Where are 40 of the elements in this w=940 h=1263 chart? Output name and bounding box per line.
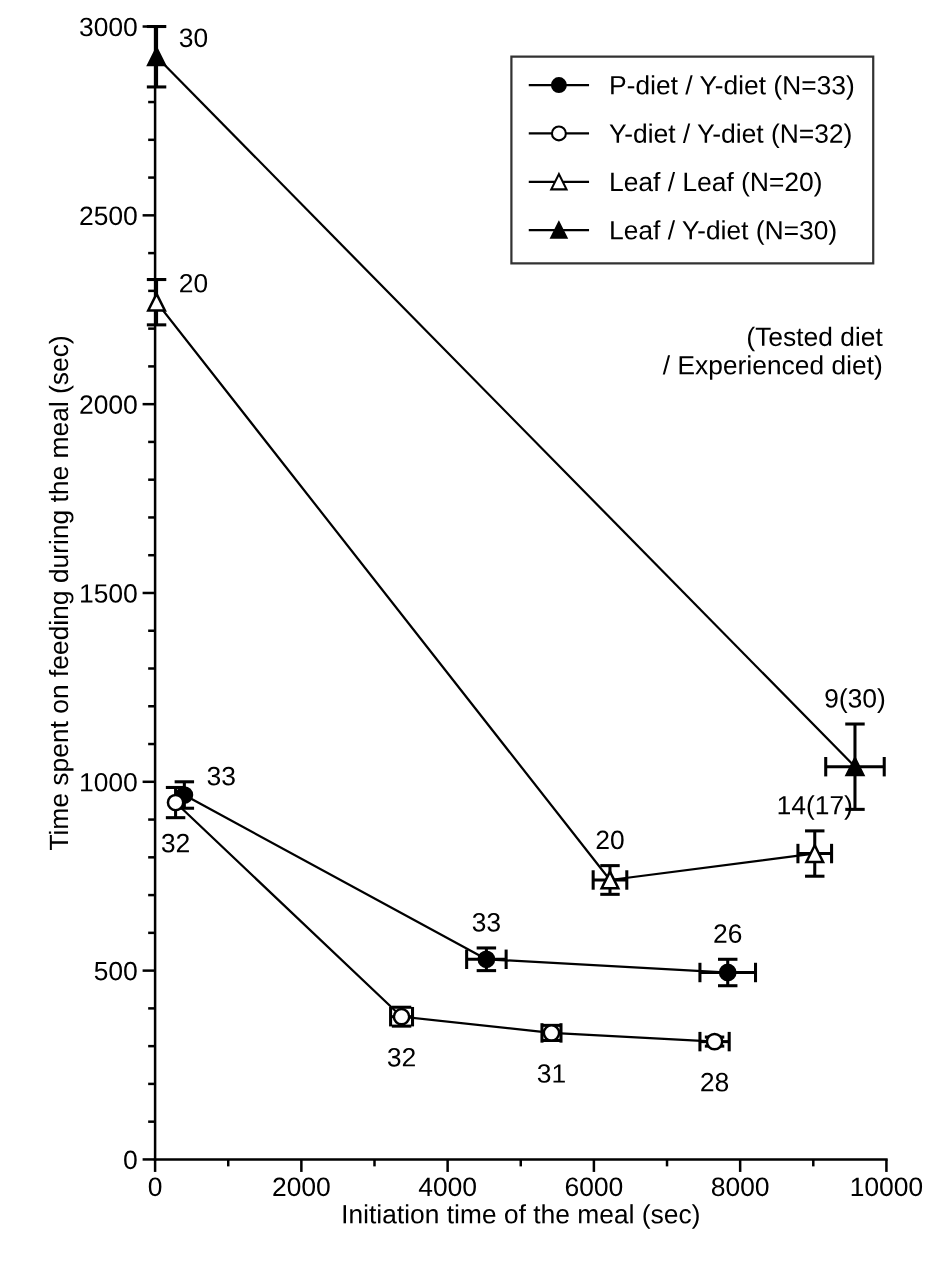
point <box>146 292 167 312</box>
point <box>146 47 167 67</box>
x-tick-label: 0 <box>148 1177 162 1197</box>
annotation: 30 <box>179 28 208 48</box>
annotation: 14(17) <box>778 795 852 820</box>
annotation: (Tested diet / Experienced diet) <box>662 326 883 380</box>
point <box>166 793 185 812</box>
y-tick-label: 1500 <box>81 584 137 603</box>
y-tick-label: 1000 <box>81 772 137 792</box>
annotation: 20 <box>180 273 208 293</box>
y-tick-label: 2500 <box>80 206 137 226</box>
y-axis-title: Time spent on feeding during the meal (sec) <box>48 336 74 851</box>
y-tick-label: 0 <box>124 1150 137 1170</box>
x-axis-title: Initiation time of the meal (sec) <box>343 1204 699 1229</box>
point <box>845 757 865 777</box>
annotation: 33 <box>472 912 500 932</box>
annotation: 28 <box>701 1072 729 1092</box>
annotation: 32 <box>387 1047 415 1067</box>
annotation: 32 <box>161 833 189 853</box>
point <box>600 870 620 890</box>
annotation: 26 <box>714 924 742 943</box>
annotation: 20 <box>596 830 624 850</box>
x-tick-label: 4000 <box>418 1177 476 1197</box>
legend-label: Y-diet / Y-diet (N=32) <box>609 123 851 149</box>
x-tick-label: 10000 <box>851 1177 923 1197</box>
legend-label: P-diet / Y-diet (N=33) <box>611 75 854 100</box>
annotation: 31 <box>537 1064 565 1083</box>
y-tick-label: 500 <box>94 961 137 981</box>
y-tick-label: 2000 <box>80 395 137 414</box>
point <box>805 843 825 864</box>
point <box>705 1032 724 1051</box>
y-tick-label: 3000 <box>80 17 137 37</box>
legend-label: Leaf / Y-diet (N=30) <box>611 220 836 245</box>
x-tick-label: 6000 <box>565 1177 623 1197</box>
annotation: 9(30) <box>825 688 885 713</box>
point <box>718 963 737 982</box>
annotation: 33 <box>207 766 235 786</box>
x-tick-label: 2000 <box>273 1177 330 1197</box>
x-tick-label: 8000 <box>711 1177 769 1197</box>
legend-label: Leaf / Leaf (N=20) <box>611 171 821 197</box>
